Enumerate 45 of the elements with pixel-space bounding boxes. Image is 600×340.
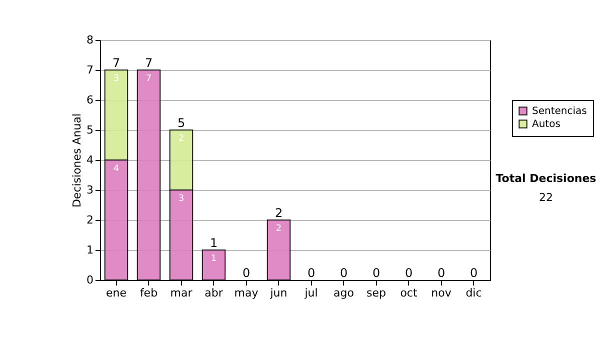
legend-label: Autos <box>532 119 560 130</box>
data-label: 2 <box>178 134 184 144</box>
y-tick-label: 0 <box>86 274 94 286</box>
y-tick-label: 2 <box>86 214 94 226</box>
y-tick-label: 5 <box>86 124 94 136</box>
data-label: 2 <box>276 224 282 234</box>
x-tick-label: nov <box>431 286 452 300</box>
total-label: 2 <box>274 206 283 220</box>
total-label: 0 <box>437 266 446 280</box>
x-tick-label: mar <box>170 286 193 300</box>
y-tick-label: 4 <box>86 154 94 166</box>
text: Total Decisiones <box>494 172 598 185</box>
y-tick-label: 8 <box>86 34 94 46</box>
total-label: 0 <box>242 266 250 280</box>
total-label: 7 <box>112 56 120 70</box>
data-label: 3 <box>178 194 184 204</box>
y-axis-title: Decisiones Anual <box>70 113 84 208</box>
x-tick-label: may <box>234 286 259 300</box>
x-tick-label: jun <box>269 286 288 300</box>
y-tick-label: 6 <box>86 94 94 106</box>
y-tick-label: 1 <box>86 244 94 256</box>
legend-label: Sentencias <box>532 106 587 117</box>
x-tick-label: feb <box>140 286 158 300</box>
x-tick-label: sep <box>366 286 386 300</box>
x-tick-label: abr <box>204 286 224 300</box>
total-label: 0 <box>470 266 478 280</box>
x-tick-label: dic <box>466 286 482 300</box>
total-label: 1 <box>210 236 218 250</box>
total-label: 0 <box>404 266 413 280</box>
text: 22 <box>538 191 554 204</box>
total-label: 0 <box>307 266 316 280</box>
y-tick-label: 3 <box>86 184 94 196</box>
total-label: 7 <box>144 56 153 70</box>
total-label: 0 <box>340 266 348 280</box>
data-label: 1 <box>210 254 217 264</box>
y-tick-label: 7 <box>86 64 94 76</box>
x-tick-label: ago <box>334 286 354 300</box>
x-tick-label: ene <box>106 286 127 300</box>
data-label: 4 <box>113 164 120 174</box>
x-tick-label: oct <box>400 286 418 300</box>
total-label: 0 <box>372 266 380 280</box>
data-label: 7 <box>146 74 152 84</box>
data-label: 3 <box>113 74 120 84</box>
x-tick-label: jul <box>304 286 318 300</box>
total-label: 5 <box>177 116 186 130</box>
